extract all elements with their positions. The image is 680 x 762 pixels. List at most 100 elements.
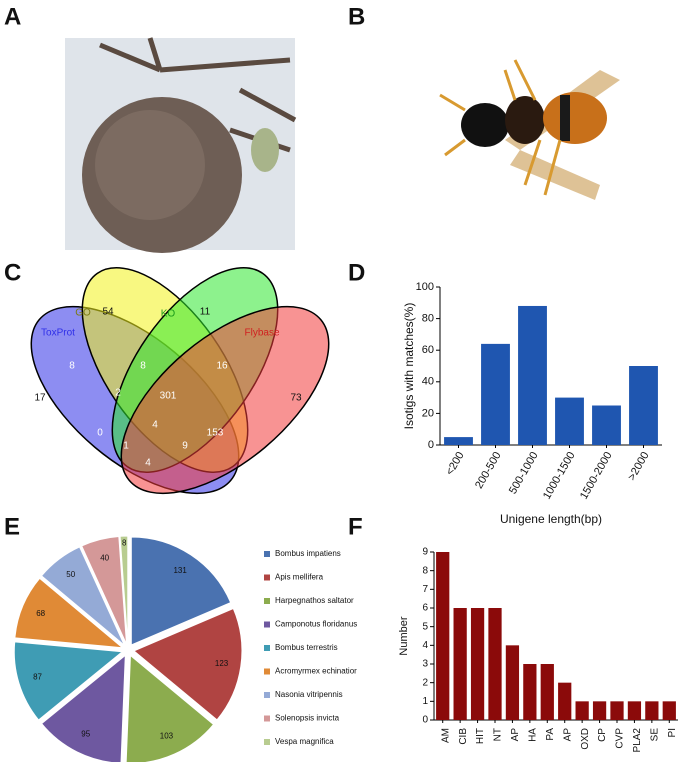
y-tick-label: 0	[428, 439, 434, 451]
pie-slice	[132, 607, 243, 721]
x-tick-label: 500-1000	[507, 450, 541, 496]
y-tick-label: 40	[422, 376, 434, 388]
venn-set-label: GO	[75, 308, 91, 319]
venn-count: 2	[115, 388, 121, 399]
pie-value-label: 50	[66, 570, 75, 579]
pie-value-label: 40	[100, 553, 109, 562]
panel-label: C	[4, 259, 21, 286]
x-tick-label: PA	[545, 728, 556, 741]
venn-count: 54	[102, 307, 114, 318]
y-axis-title: Number	[398, 616, 410, 655]
bar	[453, 608, 467, 720]
y-tick-label: 6	[422, 603, 428, 614]
pie-slice	[81, 535, 128, 645]
pie-value-label: 8	[122, 539, 127, 548]
pie-slice	[13, 641, 124, 721]
venn-set-label: KO	[161, 309, 176, 320]
x-tick-label: HA	[527, 728, 538, 742]
legend-swatch	[264, 739, 270, 745]
x-tick-label: HIT	[475, 728, 486, 744]
bar	[481, 343, 510, 445]
x-tick-label: AM	[440, 728, 451, 743]
pie-value-label: 95	[81, 730, 90, 739]
x-tick-label: 1000-1500	[541, 450, 578, 502]
venn-count: 301	[160, 391, 177, 402]
x-tick-label: 1500-2000	[578, 450, 615, 502]
bar	[540, 664, 554, 720]
x-tick-label: CP	[597, 728, 608, 742]
pie-slice	[40, 546, 125, 646]
legend-swatch	[264, 668, 270, 675]
x-tick-label: 200-500	[473, 450, 504, 491]
pie-value-label: 103	[160, 731, 174, 740]
legend-swatch	[264, 598, 270, 604]
legend-swatch	[264, 621, 270, 628]
y-tick-label: 100	[416, 281, 434, 293]
legend-label: Harpegnathos saltator	[275, 596, 354, 605]
bar	[592, 405, 621, 445]
venn-count: 1	[123, 441, 129, 452]
y-tick-label: 3	[422, 659, 428, 670]
x-tick-label: >2000	[626, 450, 652, 483]
venn-set-label: ToxProt	[41, 328, 75, 339]
legend-label: Camponotus floridanus	[275, 620, 357, 629]
legend-label: Solenopsis invicta	[275, 714, 340, 723]
panel-label: A	[4, 3, 21, 30]
panel-label: D	[348, 259, 365, 286]
bar	[488, 608, 502, 720]
bar	[575, 701, 589, 720]
panel-label: B	[348, 3, 365, 30]
bar	[436, 552, 450, 720]
pie-slice	[14, 577, 125, 649]
pie-slice	[40, 654, 126, 762]
bar	[627, 701, 642, 720]
pie-value-label: 87	[33, 673, 42, 682]
legend-label: Nasonia vitripennis	[275, 690, 343, 699]
legend-swatch	[264, 692, 270, 698]
y-tick-label: 9	[422, 547, 428, 558]
x-tick-label: PLA2	[632, 728, 643, 753]
y-tick-label: 0	[422, 715, 428, 726]
legend-swatch	[264, 551, 270, 557]
legend-label: Bombus terrestris	[275, 643, 338, 652]
pie-value-label: 68	[36, 609, 45, 618]
pie-value-label: 131	[173, 566, 187, 575]
venn-count: 4	[145, 458, 151, 469]
legend-swatch	[264, 574, 270, 581]
y-tick-label: 5	[422, 621, 428, 632]
bar	[662, 701, 676, 720]
y-tick-label: 80	[422, 313, 434, 325]
x-tick-label: AP	[562, 728, 573, 742]
bar	[558, 682, 572, 720]
venn-count: 153	[207, 428, 224, 439]
bar	[505, 645, 520, 720]
x-tick-label: AP	[510, 728, 521, 742]
bar	[470, 608, 485, 720]
legend-label: Acromyrmex echinatior	[275, 667, 357, 676]
legend-label: Apis mellifera	[275, 573, 324, 582]
pie-slice	[125, 654, 215, 762]
bar	[610, 701, 624, 720]
x-tick-label: PI	[667, 728, 678, 737]
y-tick-label: 8	[422, 565, 428, 576]
y-tick-label: 1	[422, 696, 428, 707]
bar	[592, 701, 607, 720]
legend-swatch	[264, 715, 270, 722]
venn-count: 17	[34, 393, 46, 404]
nest-photo	[65, 37, 297, 253]
venn-count: 16	[216, 361, 228, 372]
pie-value-label: 123	[215, 659, 229, 668]
venn-count: 0	[97, 428, 103, 439]
x-tick-label: CIB	[458, 728, 469, 745]
legend-swatch	[264, 645, 270, 651]
y-tick-label: 7	[422, 584, 428, 595]
x-tick-label: NT	[493, 728, 504, 741]
hornet-photo	[439, 59, 620, 200]
panel-label: F	[348, 513, 363, 540]
venn-count: 9	[182, 441, 188, 452]
venn-count: 11	[200, 307, 211, 318]
venn-count: 4	[152, 420, 158, 431]
venn-set	[120, 305, 330, 495]
y-tick-label: 20	[422, 407, 434, 419]
